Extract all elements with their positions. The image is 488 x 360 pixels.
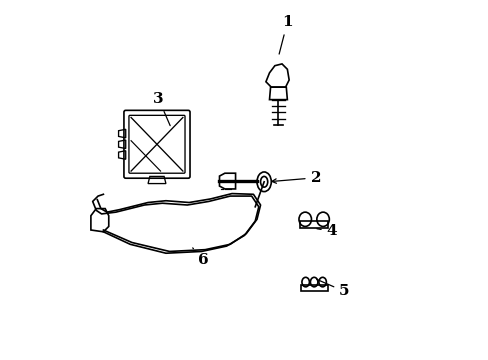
- Text: 6: 6: [192, 248, 208, 267]
- Text: 4: 4: [316, 224, 337, 238]
- Text: 3: 3: [153, 92, 170, 126]
- Text: 5: 5: [316, 279, 349, 298]
- Text: 2: 2: [271, 171, 321, 185]
- Text: 1: 1: [279, 15, 292, 54]
